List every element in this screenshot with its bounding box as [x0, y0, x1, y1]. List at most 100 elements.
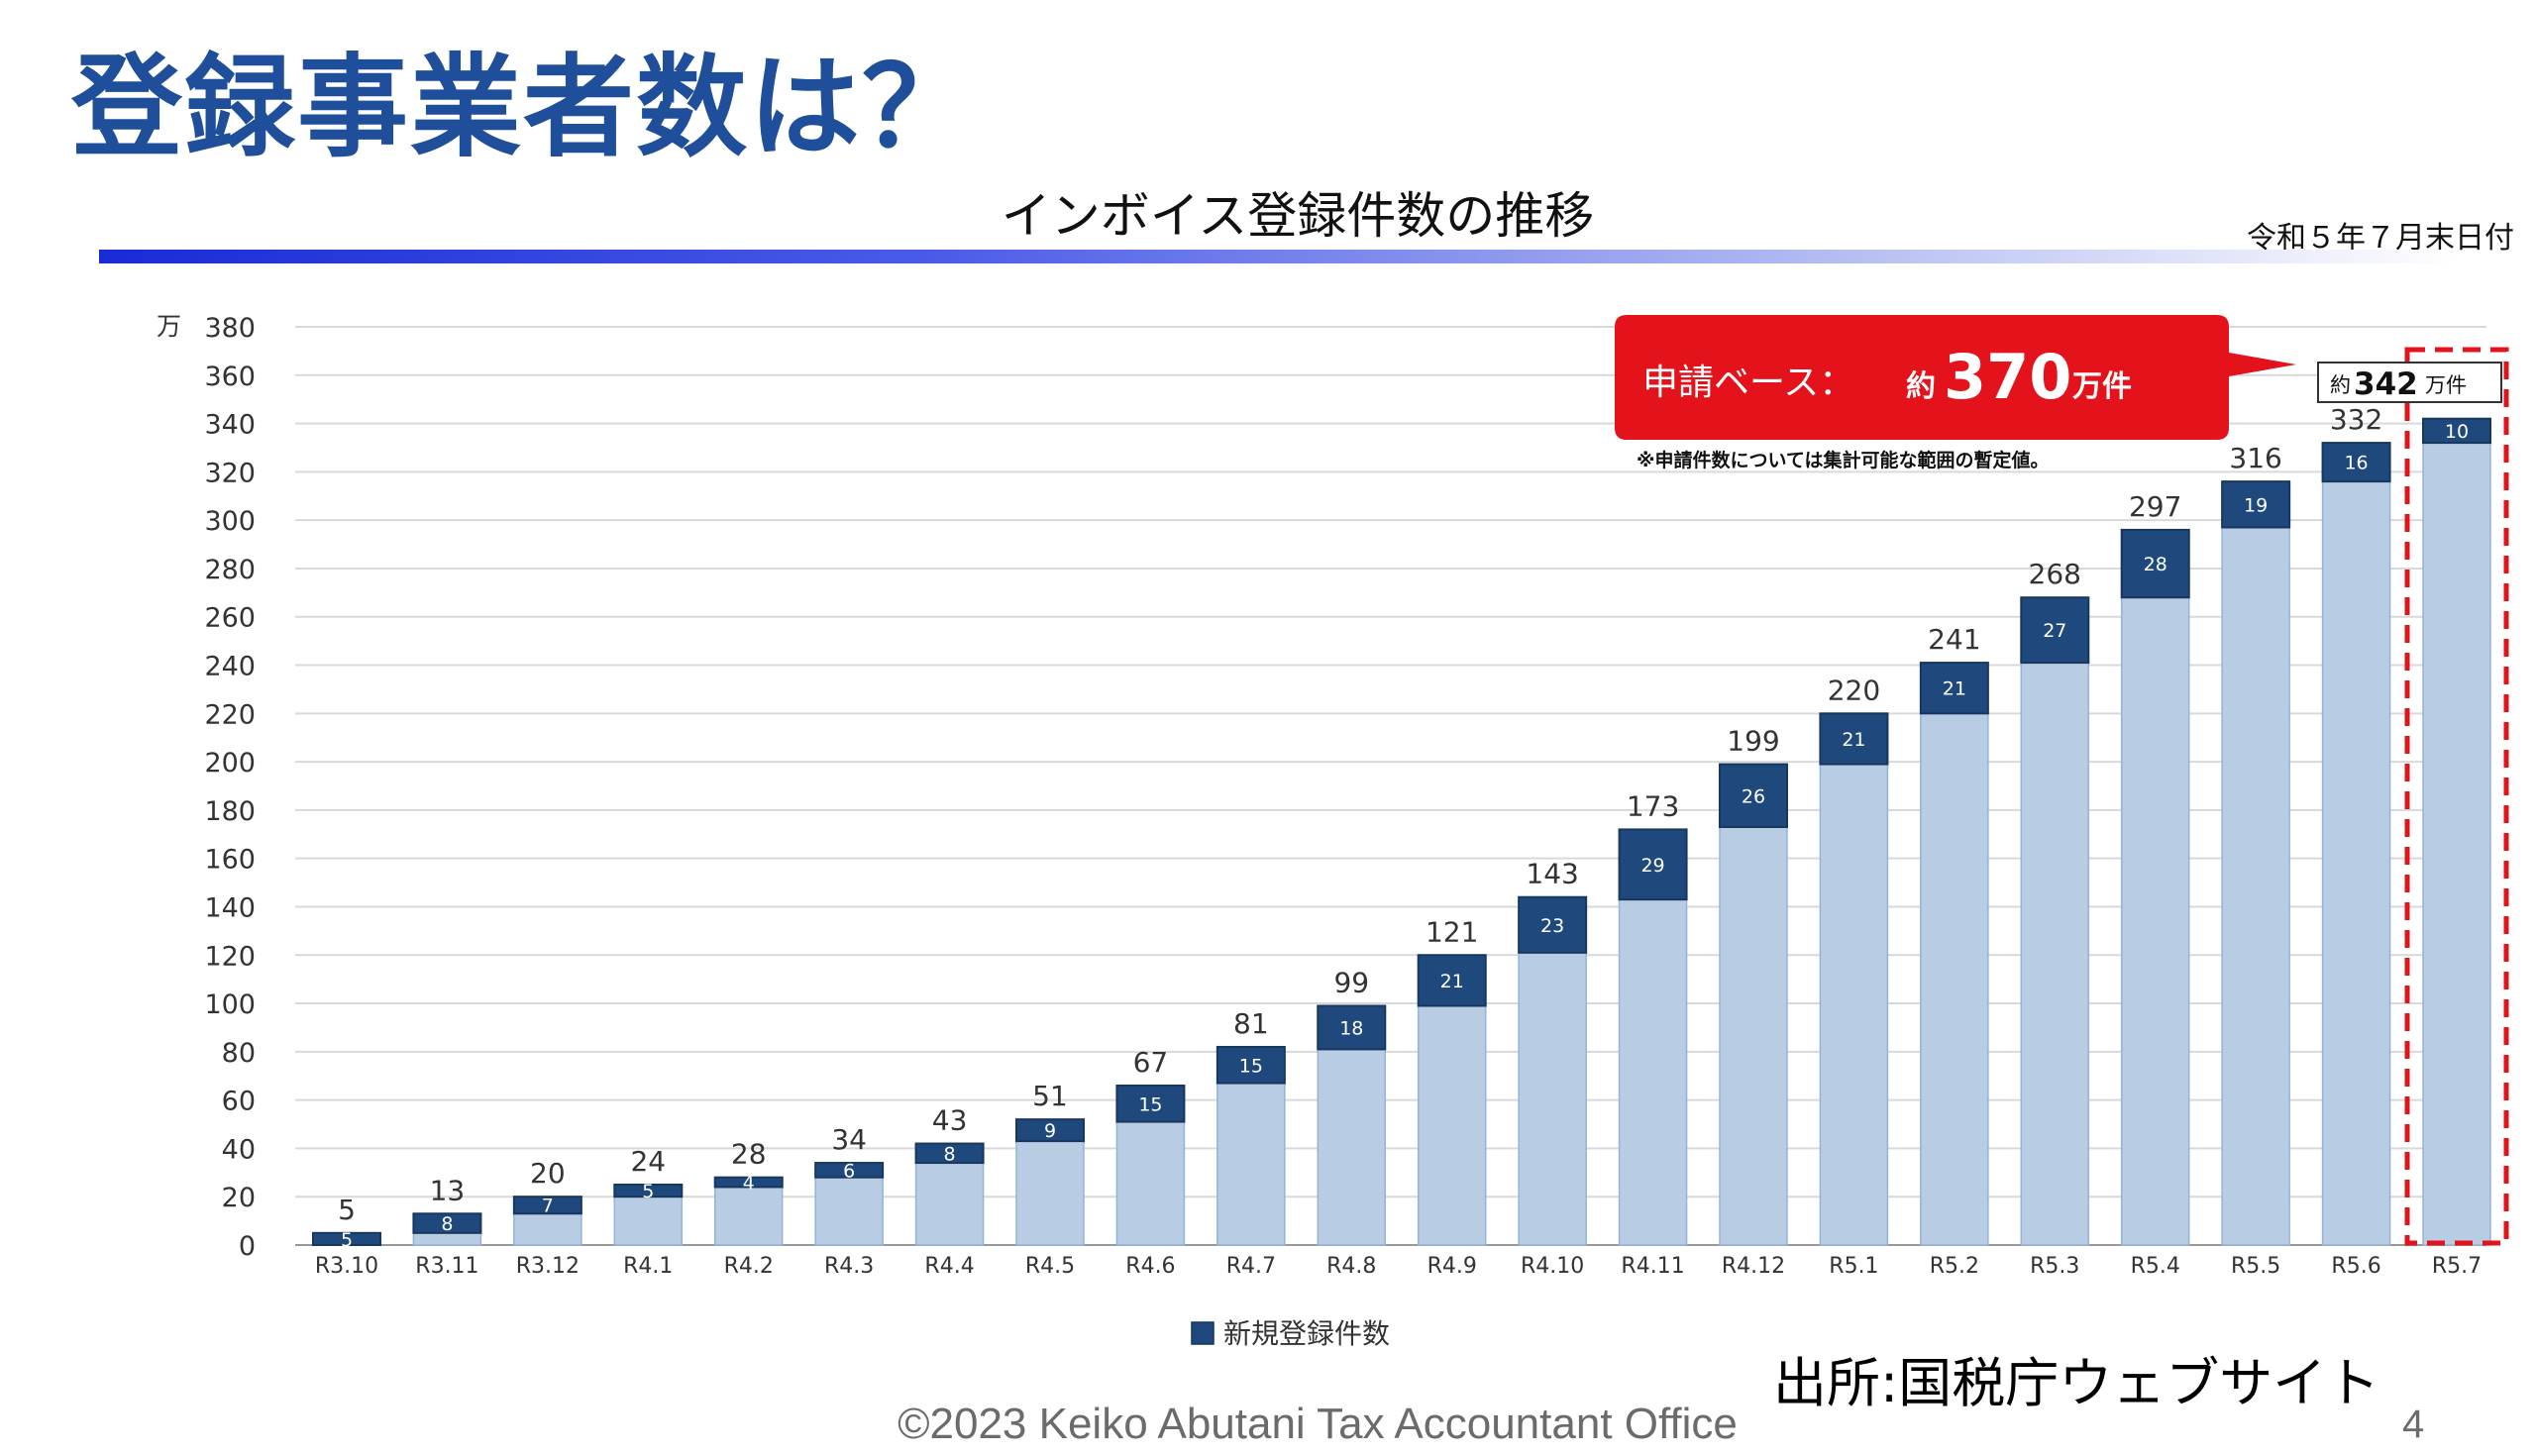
- total-label: 24: [630, 1145, 666, 1178]
- total-label: 220: [1828, 674, 1880, 706]
- bar-new-registrations: [1015, 1118, 1085, 1143]
- bar-new-registrations: [2120, 528, 2190, 599]
- x-tick-label: R3.11: [415, 1254, 478, 1279]
- page-number: 4: [2402, 1403, 2425, 1446]
- x-tick-label: R4.5: [1025, 1254, 1075, 1279]
- bar-new-registrations: [2422, 417, 2491, 445]
- highlight-unit: 万件: [2425, 373, 2467, 397]
- new-registrations-label: 19: [2244, 494, 2268, 516]
- new-registrations-label: 8: [441, 1213, 453, 1235]
- x-tick-label: R4.8: [1326, 1254, 1376, 1279]
- callout-prefix: 申請ベース：: [1642, 363, 1854, 403]
- total-label: 121: [1426, 915, 1478, 948]
- x-tick-label: R5.1: [1829, 1254, 1878, 1279]
- new-registrations-label: 7: [542, 1196, 554, 1217]
- y-tick-label: 300: [204, 506, 256, 537]
- bar-new-registrations: [2020, 596, 2090, 665]
- x-tick-label: R5.3: [2030, 1254, 2079, 1279]
- bar-existing: [713, 1186, 784, 1246]
- bar-existing: [1920, 712, 1989, 1246]
- new-registrations-label: 10: [2445, 421, 2469, 443]
- highlight-value: 342: [2354, 366, 2418, 402]
- new-registrations-label: 26: [1742, 785, 1765, 807]
- highlight-value-box: [2317, 362, 2502, 403]
- bar-existing: [2221, 526, 2290, 1246]
- total-label: 51: [1032, 1080, 1068, 1112]
- bar-new-registrations: [1919, 662, 1989, 715]
- slide-title: 登録事業者数は？: [71, 44, 975, 172]
- y-unit-label: 万: [157, 312, 181, 341]
- bar-new-registrations: [914, 1142, 985, 1165]
- total-label: 43: [932, 1104, 968, 1137]
- new-registrations-label: 28: [2144, 554, 2167, 575]
- total-label: 5: [338, 1194, 356, 1226]
- new-registrations-label: 15: [1239, 1055, 1263, 1077]
- x-tick-label: R4.10: [1521, 1254, 1584, 1279]
- footer-copyright: ©2023 Keiko Abutani Tax Accountant Offic…: [898, 1400, 1738, 1448]
- x-tick-label: R3.10: [315, 1254, 378, 1279]
- bar-existing: [814, 1176, 884, 1246]
- y-tick-label: 20: [222, 1183, 256, 1213]
- x-tick-label: R4.3: [824, 1254, 874, 1279]
- new-registrations-label: 4: [743, 1173, 755, 1195]
- bar-new-registrations: [613, 1184, 684, 1198]
- bar-existing: [2321, 480, 2391, 1246]
- total-label: 297: [2129, 490, 2181, 523]
- y-tick-label: 140: [204, 892, 256, 923]
- bar-existing: [1518, 952, 1587, 1246]
- new-registrations-label: 18: [1339, 1017, 1363, 1039]
- y-tick-label: 40: [222, 1134, 256, 1165]
- bar-new-registrations: [2221, 480, 2291, 529]
- x-tick-label: R3.12: [516, 1254, 580, 1279]
- total-label: 268: [2029, 558, 2081, 590]
- y-tick-label: 360: [204, 362, 256, 392]
- x-tick-label: R5.7: [2432, 1254, 2482, 1279]
- total-label: 332: [2330, 403, 2382, 436]
- bar-new-registrations: [1819, 712, 1889, 766]
- x-tick-label: R4.11: [1621, 1254, 1684, 1279]
- highlight-dashed-box: [2404, 347, 2509, 1246]
- total-label: 34: [831, 1123, 867, 1156]
- bar-existing: [2120, 596, 2190, 1246]
- source-text: 出所:国税庁ウェブサイト: [1773, 1352, 2380, 1414]
- new-registrations-label: 9: [1044, 1120, 1056, 1142]
- bar-existing: [2422, 442, 2491, 1246]
- new-registrations-label: 21: [1943, 678, 1966, 700]
- x-tick-label: R4.6: [1125, 1254, 1175, 1279]
- bar-new-registrations: [1518, 895, 1588, 954]
- highlight-approx: 約: [2330, 373, 2351, 397]
- y-tick-label: 340: [204, 410, 256, 441]
- bar-new-registrations: [512, 1196, 582, 1215]
- bar-new-registrations: [312, 1231, 381, 1246]
- bar-new-registrations: [1317, 1004, 1387, 1051]
- y-tick-label: 120: [204, 941, 256, 972]
- y-tick-label: 60: [222, 1087, 256, 1117]
- bar-existing: [1216, 1082, 1286, 1246]
- total-label: 99: [1333, 966, 1369, 998]
- bar-new-registrations: [1215, 1045, 1286, 1085]
- bar-existing: [1115, 1120, 1186, 1246]
- total-label: 28: [731, 1138, 767, 1171]
- y-tick-label: 240: [204, 652, 256, 682]
- bar-existing: [513, 1212, 582, 1246]
- bar-existing: [1719, 826, 1788, 1246]
- new-registrations-label: 15: [1138, 1093, 1162, 1115]
- new-registrations-label: 29: [1640, 855, 1664, 877]
- x-tick-label: R4.1: [623, 1254, 673, 1279]
- bar-existing: [1015, 1140, 1085, 1246]
- bar-new-registrations: [1719, 763, 1788, 828]
- x-tick-label: R4.9: [1427, 1254, 1477, 1279]
- y-tick-label: 180: [204, 796, 256, 827]
- x-tick-label: R5.4: [2131, 1254, 2180, 1279]
- bar-new-registrations: [412, 1212, 482, 1234]
- y-tick-label: 280: [204, 555, 256, 585]
- new-registrations-label: 5: [642, 1181, 654, 1202]
- new-registrations-label: 21: [1440, 971, 1464, 992]
- total-label: 13: [430, 1174, 466, 1206]
- bar-new-registrations: [814, 1162, 885, 1179]
- bar-existing: [1317, 1048, 1387, 1246]
- y-tick-label: 260: [204, 603, 256, 634]
- total-label: 20: [530, 1157, 566, 1190]
- chart-title: インボイス登録件数の推移: [1001, 187, 1595, 245]
